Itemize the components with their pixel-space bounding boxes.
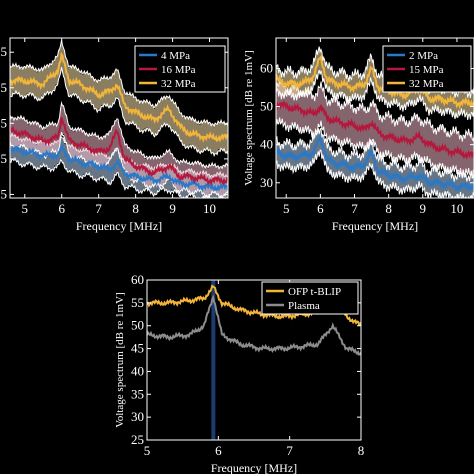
chart-panel-3: 5 6 7 8 25 30 35 40 45 50 55 60 Frequency [MHz] Volta… [114,272,364,474]
legend-box [134,45,226,93]
series-band-3 [276,46,474,120]
x-tick-label: 9 [169,201,176,216]
legend-label: 2 MPa [409,50,438,62]
series-band-upper-edge [10,100,228,171]
x-tick-label: 5 [144,443,151,458]
legend-label: Plasma [288,300,320,312]
x-tick-label: 7 [286,443,293,458]
axes-box [9,37,229,199]
legend-label: 32 MPa [161,78,196,90]
y-tick-label: 5 [1,115,8,130]
x-tick-label: 8 [385,201,392,216]
y-tick-label: 40 [260,137,273,152]
legend-label: 15 MPa [409,64,444,76]
series-line-2 [147,294,361,356]
legend-label: OFP t-BLIP [288,286,341,298]
y-tick-label: 5 [1,44,8,59]
series-band-lower-edge [276,69,474,121]
y-tick-label: 5 [1,186,8,201]
series-band-upper-edge [276,127,474,182]
x-axis-label: Frequency [MHz] [211,461,297,474]
x-tick-label: 8 [358,443,365,458]
series-band-2 [276,80,474,178]
x-tick-label: 10 [203,201,216,216]
y-tick-label: 5 [1,80,8,95]
y-tick-label: 25 [131,432,144,447]
y-tick-label: 5 [1,151,8,166]
y-axis-label: Voltage spectrum [dB re 1mV] [243,50,255,185]
series-line-2 [276,99,474,160]
legend-box [261,281,359,315]
series-band-lower-edge [10,67,228,157]
plot-area [10,38,228,198]
x-axis-label: Frequency [MHz] [76,219,162,233]
series-band-lower-edge [276,149,474,198]
x-tick-label: 9 [420,201,427,216]
y-tick-label: 45 [131,341,144,356]
y-tick-label: 30 [260,175,273,190]
x-tick-label: 5 [283,201,290,216]
chart-panel-2: 5 6 7 8 9 10 30 40 50 60 Frequency [MHz] Voltage sp… [243,37,474,233]
legend-label: 4 MPa [161,50,190,62]
legend-label: 32 MPa [409,78,444,90]
x-axis-label: Frequency [MHz] [332,219,418,233]
series-line-1 [10,142,228,193]
y-tick-label: 60 [260,60,273,75]
series-band-upper-edge [10,40,228,128]
y-axis-label: Voltage spectrum [dB re 1mV] [114,292,126,427]
series-line-2 [10,117,228,187]
x-tick-label: 6 [58,201,65,216]
y-tick-label: 60 [131,272,144,287]
y-tick-label: 30 [131,409,144,424]
y-tick-label: 50 [260,99,273,114]
y-tick-label: 55 [131,295,144,310]
plot-area [276,46,474,198]
series-line-1 [276,135,474,194]
legend-label: 16 MPa [161,64,196,76]
x-tick-label: 7 [351,201,358,216]
x-tick-label: 6 [215,443,222,458]
y-tick-label: 40 [131,363,144,378]
axes-box [275,37,474,199]
x-tick-label: 6 [317,201,324,216]
x-tick-label: 5 [22,201,29,216]
x-tick-label: 8 [132,201,139,216]
series-band-3 [10,38,228,157]
y-tick-label: 35 [131,386,144,401]
x-tick-label: 10 [450,201,463,216]
x-tick-label: 7 [95,201,102,216]
series-band-lower-edge [276,117,474,180]
series-line-3 [276,54,474,110]
axes-box [146,279,362,441]
y-tick-label: 50 [131,318,144,333]
series-line-3 [10,51,228,143]
